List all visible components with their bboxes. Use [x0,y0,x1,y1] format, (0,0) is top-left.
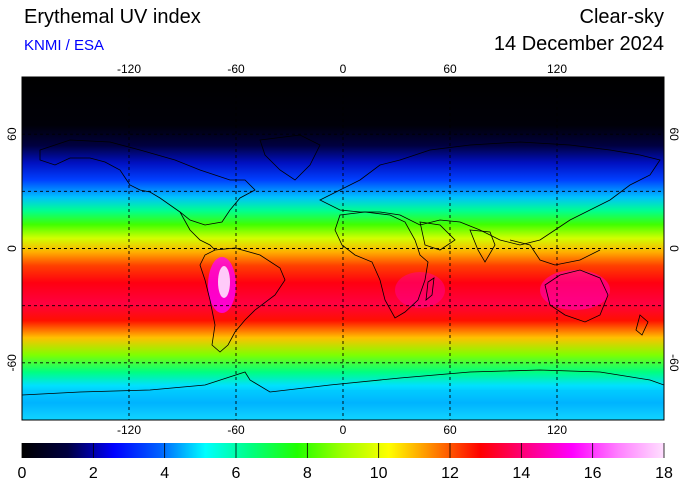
lat-tick-right: 0 [667,245,681,252]
australia-hotspot [540,270,610,310]
lon-tick-bottom: 0 [340,423,347,437]
lon-tick-top: 120 [547,62,567,76]
arabia-coast [419,221,456,251]
south-america-coast [199,247,286,353]
lat-tick-right: 60 [667,127,681,141]
madagascar-coast [425,277,435,301]
lon-tick-top: 60 [443,62,457,76]
lon-tick-top: 0 [340,62,347,76]
colorbar-tick-label: 16 [584,465,602,482]
colorbar-tick-label: 14 [512,465,530,482]
andes-peak-hotspot [218,266,230,298]
map-border [21,76,665,421]
lon-tick-top: -60 [227,62,245,76]
lat-tick-left: 0 [5,245,19,252]
lon-tick-bottom: 60 [443,423,457,437]
colorbar-tick-label: 18 [655,465,673,482]
india-coast [469,229,496,263]
lat-tick-left: -60 [5,354,19,372]
lon-tick-bottom: -120 [117,423,141,437]
southern-africa-hotspot [395,272,445,308]
lon-tick-bottom: 120 [547,423,567,437]
colorbar-tick-label: 8 [303,465,312,482]
map-title: Erythemal UV index [24,6,201,28]
lat-tick-left: 60 [5,127,19,141]
latitude-labels-right: 60 0 -60 [667,127,681,371]
map-frame [21,76,665,421]
credit-label: KNMI / ESA [24,37,105,54]
new-zealand-coast [635,314,649,336]
lat-tick-right: -60 [667,354,681,372]
colorbar-tick-label: 6 [232,465,241,482]
colorbar-ticks: 0 2 4 6 8 10 12 14 16 18 [18,443,673,482]
graticule [22,77,664,420]
date-label: 14 December 2024 [493,33,664,55]
lon-tick-bottom: -60 [227,423,245,437]
latitude-labels-left: 60 0 -60 [5,127,19,371]
colorbar [22,443,664,458]
colorbar-tick-label: 2 [89,465,98,482]
colorbar-tick-label: 4 [160,465,169,482]
colorbar-tick-label: 12 [441,465,459,482]
longitude-labels-bottom: -120 -60 0 60 120 [117,423,567,437]
colorbar-tick-label: 10 [370,465,388,482]
lon-tick-top: -120 [117,62,141,76]
colorbar-tick-label: 0 [18,465,27,482]
antarctica-coast [22,369,664,396]
southeast-asia-coast [509,239,601,266]
sky-condition-label: Clear-sky [579,6,664,28]
greenland-coast [259,134,321,181]
longitude-labels-top: -120 -60 0 60 120 [117,62,567,76]
coastlines [22,134,664,396]
north-america-coast [39,139,256,226]
europe-asia-coast [319,141,661,246]
australia-coast [544,269,609,323]
africa-coast [334,211,429,319]
central-america-coast [179,211,216,251]
